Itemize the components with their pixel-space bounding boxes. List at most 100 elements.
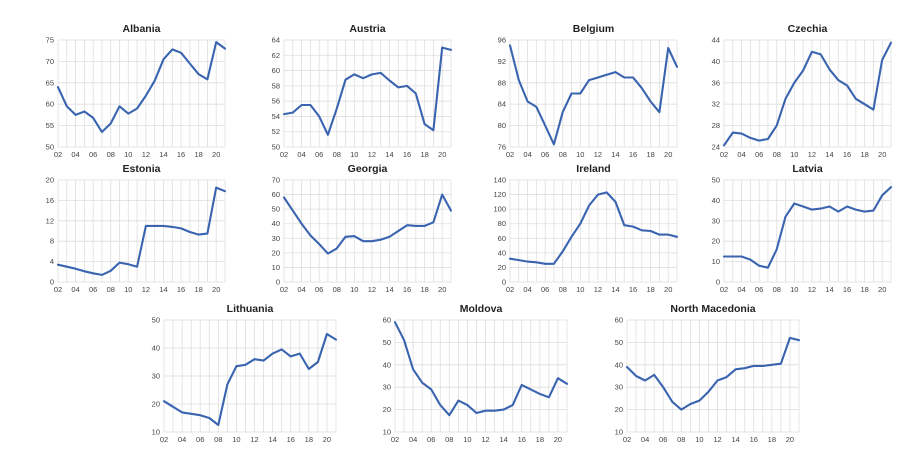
line-chart: North Macedonia 10 20 30 40 50 60 02 04 06 08 10 12 1… bbox=[615, 303, 801, 444]
chart-panel: Lithuania 10 20 30 40 50 02 04 06 08 10 12 14 16 18 20 bbox=[142, 300, 342, 450]
y-tick-label: 58 bbox=[272, 81, 280, 90]
x-tick-label: 20 bbox=[664, 285, 672, 294]
x-tick-label: 08 bbox=[677, 435, 685, 444]
y-tick-label: 96 bbox=[498, 36, 506, 45]
series-line bbox=[282, 193, 453, 255]
chart-title: Georgia bbox=[348, 163, 388, 175]
x-tick-label: 14 bbox=[611, 150, 619, 159]
x-tick-label: 02 bbox=[623, 435, 631, 444]
y-tick-label: 30 bbox=[152, 372, 160, 381]
x-tick-label: 12 bbox=[142, 285, 150, 294]
y-tick-label: 50 bbox=[46, 143, 54, 152]
y-tick-label: 20 bbox=[383, 405, 391, 414]
x-tick-label: 12 bbox=[481, 435, 489, 444]
y-tick-label: 24 bbox=[712, 143, 720, 152]
line-chart: Czechia 24 28 32 36 40 44 02 04 06 08 10 12 14 16 18 20 bbox=[712, 23, 893, 159]
chart-panel: Czechia 24 28 32 36 40 44 02 04 06 08 10 12 14 16 18 20 bbox=[702, 20, 897, 165]
x-tick-label: 14 bbox=[611, 285, 619, 294]
y-tick-label: 88 bbox=[498, 78, 506, 87]
y-tick-label: 40 bbox=[498, 248, 506, 257]
x-tick-label: 08 bbox=[333, 150, 341, 159]
y-tick-label: 20 bbox=[498, 263, 506, 272]
series-line bbox=[508, 191, 679, 265]
x-tick-label: 14 bbox=[825, 285, 833, 294]
x-tick-label: 14 bbox=[825, 150, 833, 159]
x-tick-label: 04 bbox=[523, 150, 531, 159]
chart-panel: Moldova 10 20 30 40 50 60 02 04 06 08 10 12 14 16 18 20 bbox=[373, 300, 573, 450]
x-tick-label: 20 bbox=[878, 285, 886, 294]
x-tick-label: 10 bbox=[350, 150, 358, 159]
series-line bbox=[508, 44, 679, 146]
y-tick-label: 80 bbox=[498, 219, 506, 228]
y-tick-label: 52 bbox=[272, 127, 280, 136]
y-tick-label: 65 bbox=[46, 78, 54, 87]
x-tick-label: 14 bbox=[499, 435, 507, 444]
chart-panel: Estonia 0 4 8 12 16 20 02 04 06 08 10 12 14 16 18 20 bbox=[36, 160, 231, 300]
y-tick-label: 75 bbox=[46, 36, 54, 45]
y-tick-label: 64 bbox=[272, 36, 280, 45]
x-tick-label: 10 bbox=[790, 285, 798, 294]
chart-title: Lithuania bbox=[227, 303, 274, 315]
x-tick-label: 20 bbox=[438, 150, 446, 159]
y-tick-label: 60 bbox=[272, 66, 280, 75]
x-tick-label: 10 bbox=[576, 285, 584, 294]
x-tick-label: 12 bbox=[368, 150, 376, 159]
line-chart: Albania 50 55 60 65 70 75 02 04 06 08 10 12 14 16 18 20 bbox=[46, 23, 227, 159]
x-tick-label: 08 bbox=[773, 285, 781, 294]
chart-title: Albania bbox=[123, 23, 161, 35]
y-tick-label: 10 bbox=[272, 263, 280, 272]
x-tick-label: 08 bbox=[559, 285, 567, 294]
x-tick-label: 06 bbox=[427, 435, 435, 444]
x-tick-label: 16 bbox=[843, 285, 851, 294]
y-tick-label: 20 bbox=[712, 237, 720, 246]
y-tick-label: 0 bbox=[276, 278, 280, 287]
y-tick-label: 36 bbox=[712, 78, 720, 87]
series-line bbox=[56, 186, 227, 276]
x-tick-label: 04 bbox=[737, 285, 745, 294]
y-tick-label: 12 bbox=[46, 216, 54, 225]
line-chart: Austria 50 52 54 56 58 60 62 64 02 04 06 08 10 12 14 16 1… bbox=[272, 23, 453, 159]
x-tick-label: 20 bbox=[323, 435, 331, 444]
x-tick-label: 14 bbox=[385, 150, 393, 159]
x-tick-label: 18 bbox=[768, 435, 776, 444]
x-tick-label: 16 bbox=[629, 285, 637, 294]
x-tick-label: 18 bbox=[194, 285, 202, 294]
y-tick-label: 8 bbox=[50, 237, 54, 246]
x-tick-label: 08 bbox=[445, 435, 453, 444]
y-tick-label: 70 bbox=[272, 176, 280, 185]
chart-title: Estonia bbox=[123, 163, 161, 175]
y-tick-label: 30 bbox=[712, 216, 720, 225]
x-tick-label: 02 bbox=[720, 285, 728, 294]
x-tick-label: 12 bbox=[713, 435, 721, 444]
series-line bbox=[625, 336, 801, 411]
x-tick-label: 20 bbox=[438, 285, 446, 294]
y-tick-label: 40 bbox=[272, 219, 280, 228]
y-tick-label: 20 bbox=[46, 176, 54, 185]
x-tick-label: 16 bbox=[287, 435, 295, 444]
y-tick-label: 60 bbox=[46, 100, 54, 109]
line-chart: Lithuania 10 20 30 40 50 02 04 06 08 10 12 14 16 18 20 bbox=[152, 303, 338, 444]
chart-panel: Georgia 0 10 20 30 40 50 60 70 02 04 06 08 10 12 14 16 18… bbox=[262, 160, 457, 300]
x-tick-label: 02 bbox=[280, 285, 288, 294]
x-tick-label: 18 bbox=[860, 150, 868, 159]
y-tick-label: 0 bbox=[716, 278, 720, 287]
x-tick-label: 18 bbox=[646, 285, 654, 294]
y-tick-label: 76 bbox=[498, 143, 506, 152]
x-tick-label: 06 bbox=[315, 150, 323, 159]
x-tick-label: 12 bbox=[594, 285, 602, 294]
y-tick-label: 40 bbox=[712, 57, 720, 66]
x-tick-label: 08 bbox=[214, 435, 222, 444]
x-tick-label: 16 bbox=[518, 435, 526, 444]
x-tick-label: 12 bbox=[594, 150, 602, 159]
chart-title: Latvia bbox=[792, 163, 823, 175]
y-tick-label: 50 bbox=[615, 338, 623, 347]
x-tick-label: 20 bbox=[786, 435, 794, 444]
x-tick-label: 02 bbox=[54, 285, 62, 294]
y-tick-label: 50 bbox=[272, 143, 280, 152]
y-tick-label: 50 bbox=[712, 176, 720, 185]
x-tick-label: 04 bbox=[297, 150, 305, 159]
x-tick-label: 10 bbox=[463, 435, 471, 444]
series-line bbox=[56, 41, 227, 134]
chart-title: Austria bbox=[349, 23, 385, 35]
